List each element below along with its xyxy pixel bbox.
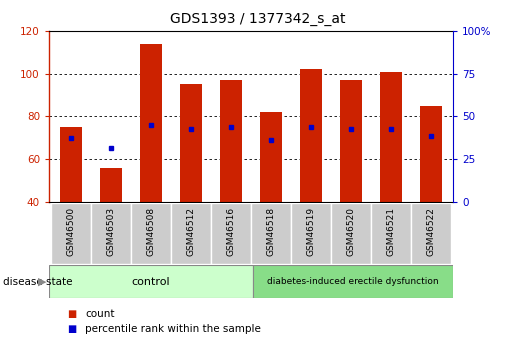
Bar bbox=[253, 265, 453, 298]
Bar bbox=[411, 203, 452, 264]
Bar bbox=[220, 80, 242, 202]
Text: GSM46521: GSM46521 bbox=[387, 207, 396, 256]
Bar bbox=[180, 85, 202, 202]
Bar bbox=[420, 106, 442, 202]
Text: GSM46518: GSM46518 bbox=[267, 207, 276, 256]
Text: GSM46520: GSM46520 bbox=[347, 207, 356, 256]
Text: GSM46516: GSM46516 bbox=[227, 207, 235, 256]
Bar bbox=[100, 168, 122, 202]
Bar bbox=[60, 127, 82, 202]
Text: ▶: ▶ bbox=[38, 277, 46, 286]
Text: GSM46508: GSM46508 bbox=[146, 207, 156, 256]
Text: count: count bbox=[85, 309, 114, 319]
Bar bbox=[300, 69, 322, 202]
Text: GDS1393 / 1377342_s_at: GDS1393 / 1377342_s_at bbox=[170, 12, 345, 26]
Bar bbox=[91, 203, 131, 264]
Text: ■: ■ bbox=[67, 309, 76, 319]
Text: GSM46512: GSM46512 bbox=[186, 207, 196, 256]
Text: disease state: disease state bbox=[3, 277, 72, 286]
Bar bbox=[49, 265, 253, 298]
Bar bbox=[140, 44, 162, 202]
Bar bbox=[371, 203, 411, 264]
Text: GSM46519: GSM46519 bbox=[306, 207, 316, 256]
Text: GSM46503: GSM46503 bbox=[107, 207, 115, 256]
Bar bbox=[50, 203, 91, 264]
Text: ■: ■ bbox=[67, 325, 76, 334]
Bar bbox=[171, 203, 211, 264]
Bar bbox=[251, 203, 291, 264]
Bar bbox=[331, 203, 371, 264]
Text: control: control bbox=[132, 277, 170, 286]
Text: GSM46522: GSM46522 bbox=[427, 207, 436, 256]
Text: diabetes-induced erectile dysfunction: diabetes-induced erectile dysfunction bbox=[267, 277, 439, 286]
Bar bbox=[260, 112, 282, 202]
Bar bbox=[291, 203, 331, 264]
Bar bbox=[211, 203, 251, 264]
Text: percentile rank within the sample: percentile rank within the sample bbox=[85, 325, 261, 334]
Bar bbox=[340, 80, 362, 202]
Bar bbox=[380, 72, 402, 202]
Text: GSM46500: GSM46500 bbox=[66, 207, 75, 256]
Bar bbox=[131, 203, 171, 264]
